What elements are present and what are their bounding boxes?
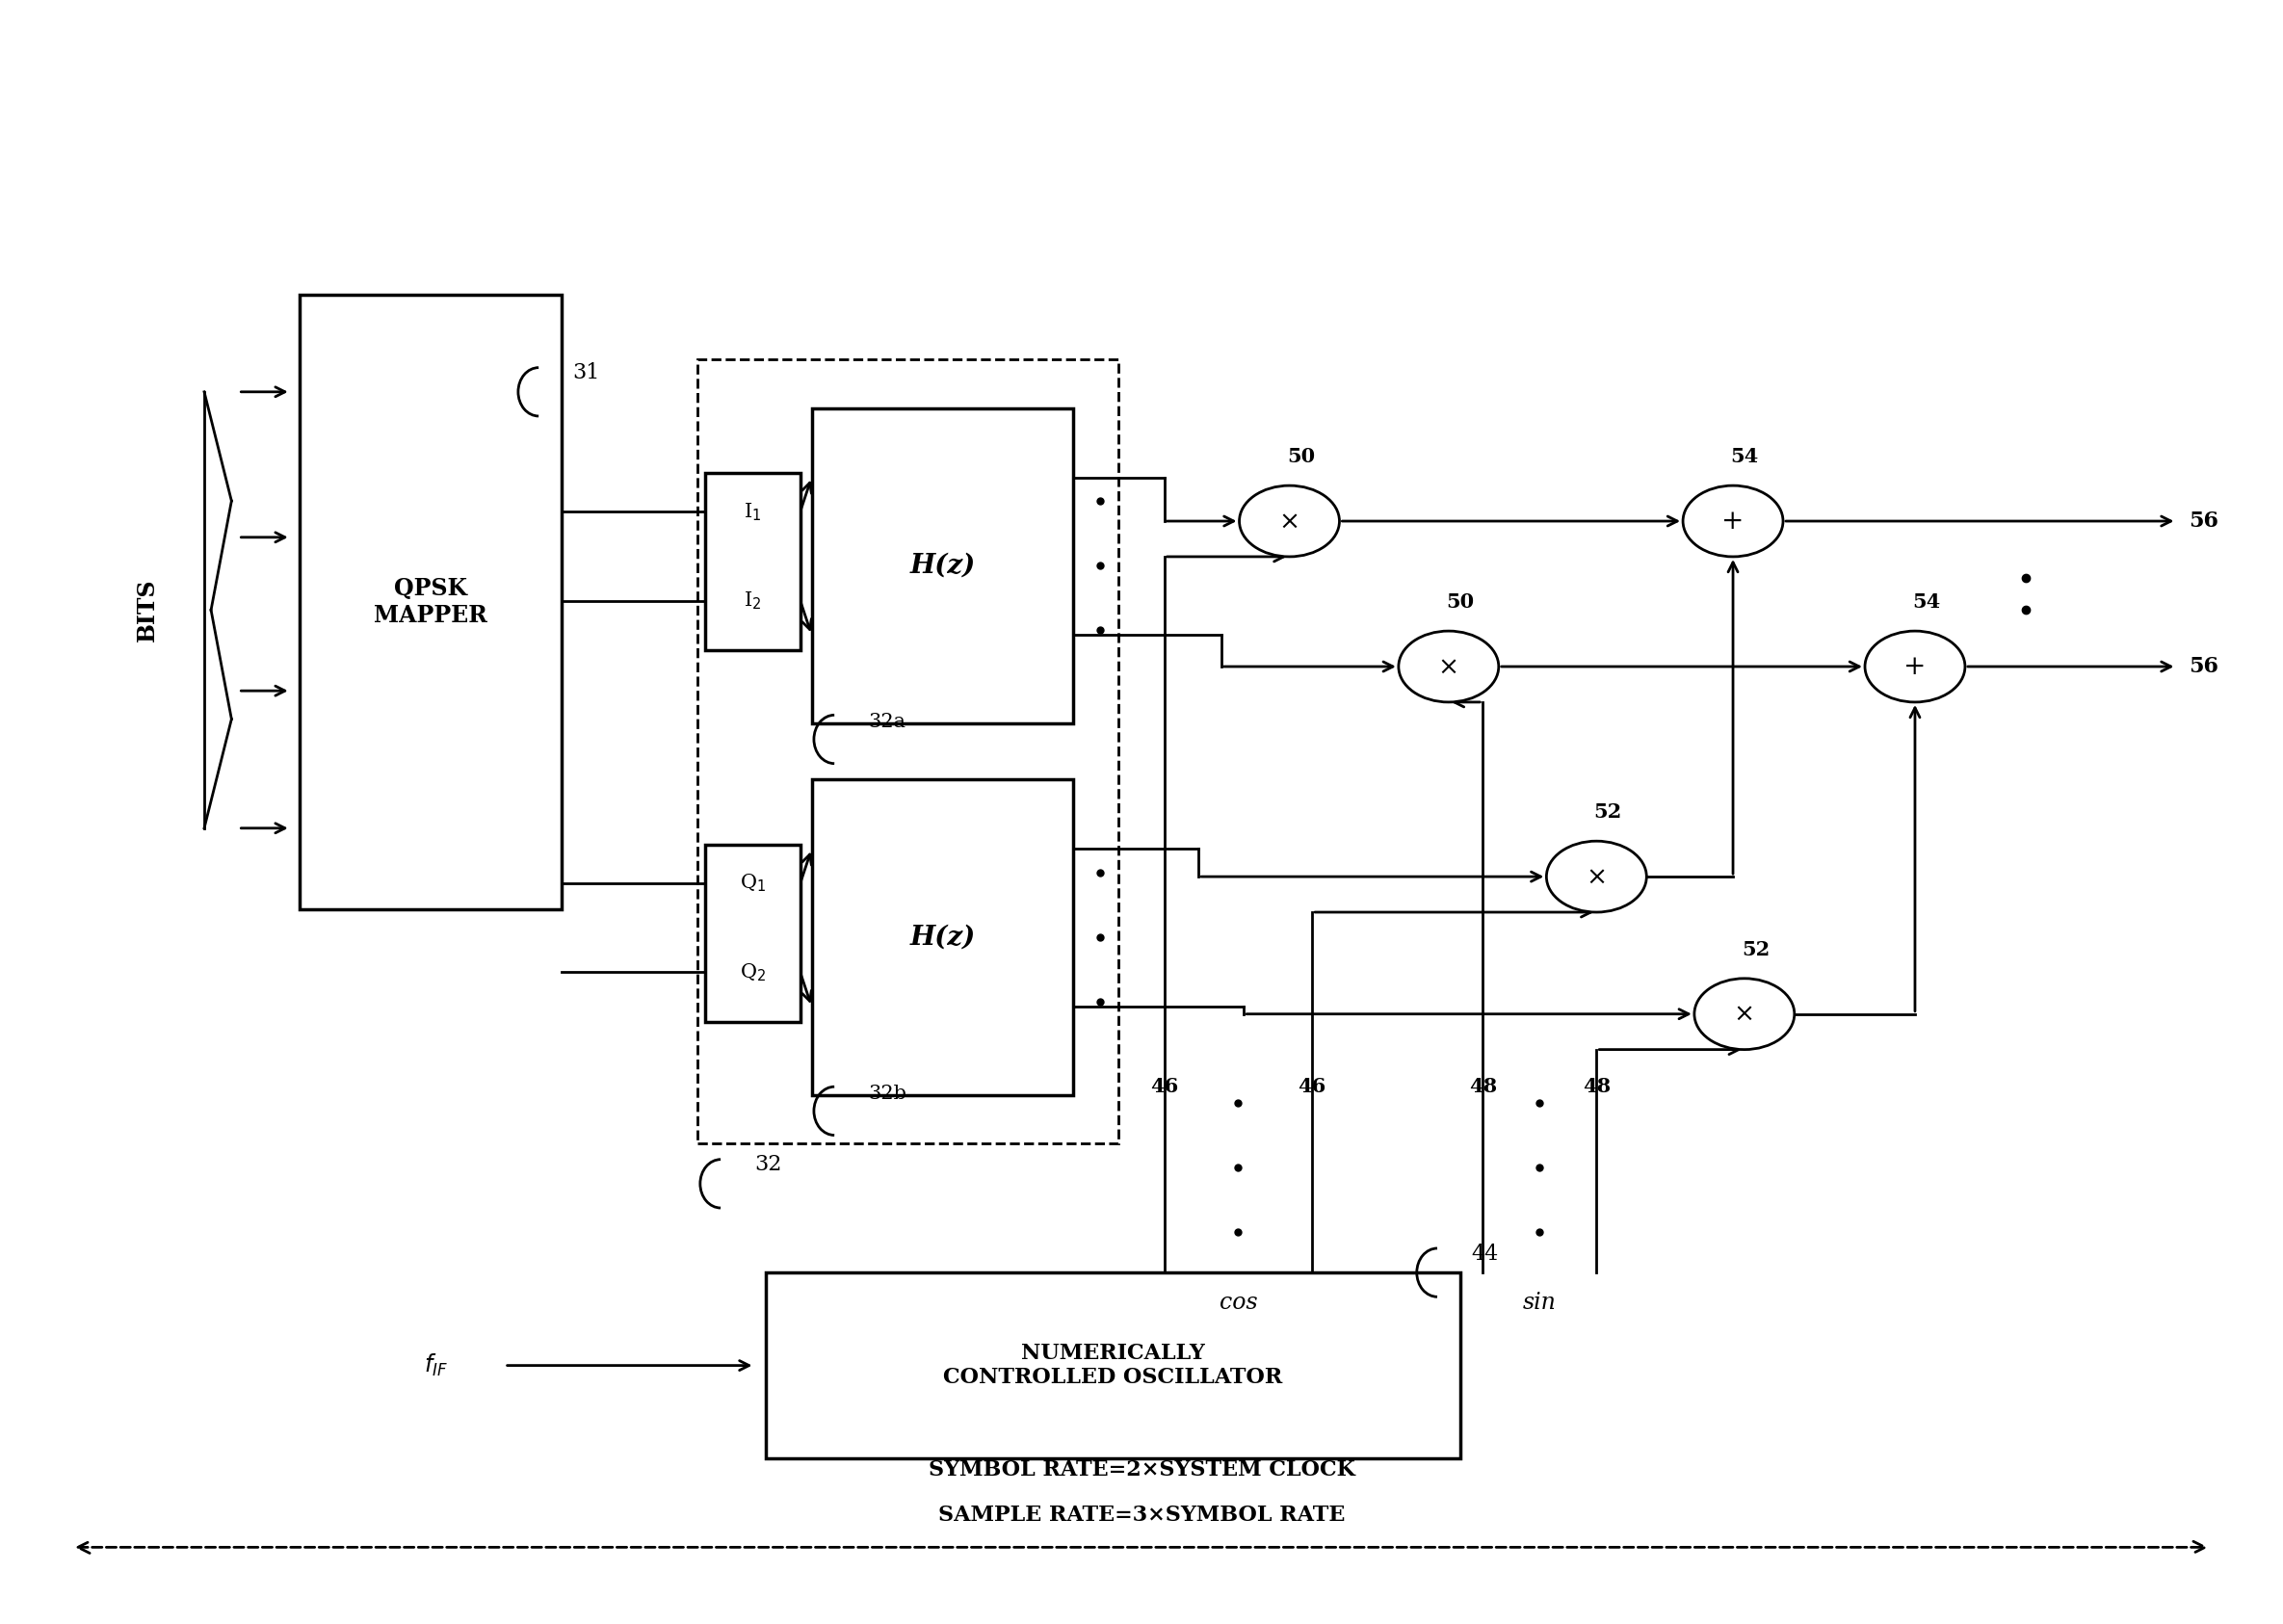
Text: ×: × bbox=[1733, 1002, 1756, 1026]
Circle shape bbox=[1683, 486, 1783, 557]
Text: SAMPLE RATE=3×SYMBOL RATE: SAMPLE RATE=3×SYMBOL RATE bbox=[938, 1504, 1345, 1525]
Circle shape bbox=[1399, 632, 1498, 702]
Text: 54: 54 bbox=[1731, 447, 1758, 466]
Text: 50: 50 bbox=[1288, 447, 1315, 466]
Text: 52: 52 bbox=[1742, 940, 1769, 960]
FancyBboxPatch shape bbox=[705, 473, 801, 650]
Text: 44: 44 bbox=[1470, 1244, 1498, 1265]
Text: ×: × bbox=[1278, 508, 1299, 533]
Text: 32a: 32a bbox=[868, 713, 906, 731]
Text: ×: × bbox=[1438, 654, 1459, 679]
Text: H(z): H(z) bbox=[909, 552, 975, 578]
Text: Q$_2$: Q$_2$ bbox=[740, 961, 765, 983]
Text: cos: cos bbox=[1219, 1293, 1258, 1314]
Text: I$_1$: I$_1$ bbox=[744, 500, 760, 523]
Text: H(z): H(z) bbox=[909, 924, 975, 950]
Circle shape bbox=[1546, 841, 1646, 913]
Text: 56: 56 bbox=[2189, 510, 2219, 531]
FancyBboxPatch shape bbox=[299, 296, 562, 909]
FancyBboxPatch shape bbox=[813, 408, 1073, 723]
Text: sin: sin bbox=[1523, 1293, 1557, 1314]
Text: BITS: BITS bbox=[135, 578, 160, 641]
Circle shape bbox=[1865, 632, 1966, 702]
Text: 48: 48 bbox=[1582, 1077, 1610, 1096]
Text: +: + bbox=[1904, 653, 1927, 679]
FancyBboxPatch shape bbox=[705, 844, 801, 1021]
Text: ×: × bbox=[1587, 864, 1607, 888]
Text: 54: 54 bbox=[1913, 593, 1941, 612]
Text: Q$_1$: Q$_1$ bbox=[740, 872, 765, 895]
Text: 32b: 32b bbox=[868, 1085, 906, 1103]
Text: $f_{IF}$: $f_{IF}$ bbox=[425, 1353, 447, 1379]
Text: 52: 52 bbox=[1594, 802, 1621, 822]
Text: 56: 56 bbox=[2189, 656, 2219, 677]
Text: 32: 32 bbox=[756, 1155, 783, 1176]
Text: +: + bbox=[1721, 508, 1744, 534]
Text: NUMERICALLY
CONTROLLED OSCILLATOR: NUMERICALLY CONTROLLED OSCILLATOR bbox=[943, 1343, 1283, 1389]
Text: I$_2$: I$_2$ bbox=[744, 590, 760, 612]
FancyBboxPatch shape bbox=[767, 1273, 1461, 1458]
Text: 48: 48 bbox=[1468, 1077, 1498, 1096]
Text: QPSK
MAPPER: QPSK MAPPER bbox=[374, 577, 486, 627]
Text: 46: 46 bbox=[1151, 1077, 1178, 1096]
Text: 31: 31 bbox=[573, 362, 600, 383]
Circle shape bbox=[1240, 486, 1340, 557]
Text: SYMBOL RATE=2×SYSTEM CLOCK: SYMBOL RATE=2×SYSTEM CLOCK bbox=[929, 1458, 1354, 1481]
Circle shape bbox=[1694, 978, 1794, 1049]
Text: 46: 46 bbox=[1299, 1077, 1326, 1096]
Text: 50: 50 bbox=[1445, 593, 1475, 612]
FancyBboxPatch shape bbox=[813, 780, 1073, 1095]
